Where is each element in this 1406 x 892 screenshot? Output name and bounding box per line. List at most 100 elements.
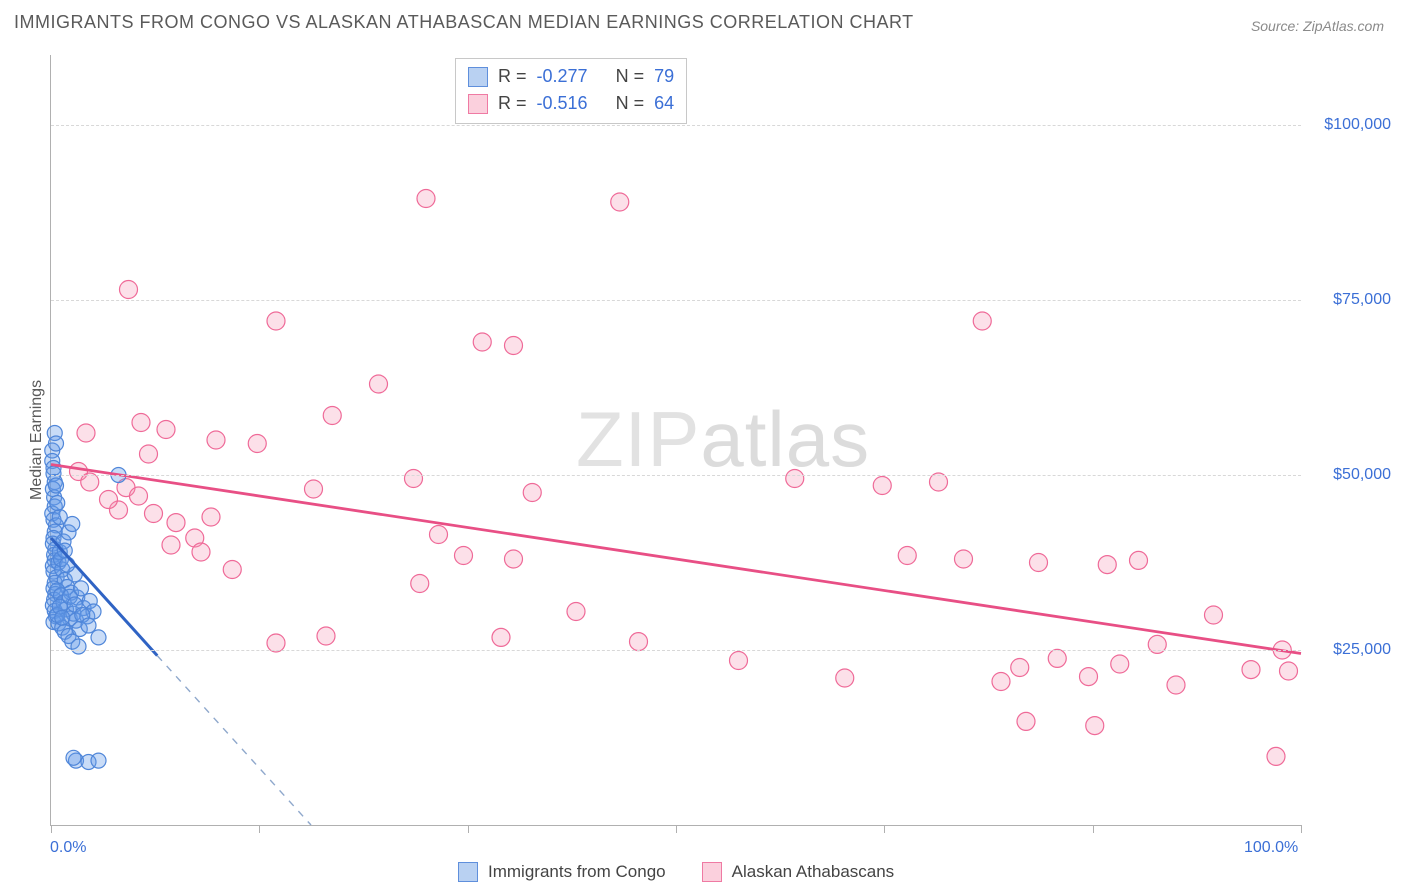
x-tick: [884, 825, 885, 833]
x-tick: [1301, 825, 1302, 833]
plot-svg: [51, 55, 1301, 825]
scatter-point-pink: [207, 431, 225, 449]
x-tick: [259, 825, 260, 833]
scatter-point-pink: [405, 470, 423, 488]
scatter-point-pink: [1242, 661, 1260, 679]
scatter-point-blue: [49, 436, 64, 451]
scatter-point-pink: [411, 575, 429, 593]
legend-n-value: 79: [654, 63, 674, 90]
gridline: [51, 475, 1301, 476]
scatter-point-pink: [492, 628, 510, 646]
scatter-point-blue: [55, 610, 70, 625]
scatter-point-pink: [955, 550, 973, 568]
scatter-point-pink: [1130, 551, 1148, 569]
source-attribution: Source: ZipAtlas.com: [1251, 18, 1384, 34]
scatter-point-blue: [50, 496, 65, 511]
legend-r-label: R =: [498, 90, 527, 117]
scatter-point-blue: [81, 618, 96, 633]
scatter-point-pink: [873, 477, 891, 495]
scatter-point-pink: [370, 375, 388, 393]
trendline-blue-extension: [157, 656, 311, 825]
scatter-point-pink: [505, 550, 523, 568]
scatter-point-pink: [455, 547, 473, 565]
scatter-point-pink: [267, 312, 285, 330]
scatter-point-pink: [898, 547, 916, 565]
legend-stats-box: R = -0.277 N = 79 R = -0.516 N = 64: [455, 58, 687, 124]
scatter-point-pink: [730, 652, 748, 670]
scatter-point-pink: [992, 673, 1010, 691]
scatter-point-pink: [1011, 659, 1029, 677]
gridline: [51, 125, 1301, 126]
scatter-point-pink: [973, 312, 991, 330]
legend-r-value: -0.516: [537, 90, 588, 117]
scatter-point-pink: [567, 603, 585, 621]
legend-swatch: [702, 862, 722, 882]
y-tick-label: $25,000: [1311, 641, 1391, 659]
x-label-min: 0.0%: [50, 839, 86, 857]
scatter-point-pink: [100, 491, 118, 509]
legend-label: Immigrants from Congo: [488, 862, 666, 882]
legend-n-label: N =: [616, 90, 645, 117]
legend-label: Alaskan Athabascans: [732, 862, 895, 882]
scatter-point-pink: [1048, 649, 1066, 667]
legend-stats-row: R = -0.277 N = 79: [468, 63, 674, 90]
y-tick-label: $75,000: [1311, 291, 1391, 309]
scatter-point-pink: [1267, 747, 1285, 765]
legend-bottom: Immigrants from Congo Alaskan Athabascans: [458, 862, 894, 882]
scatter-point-pink: [77, 424, 95, 442]
scatter-point-pink: [1098, 556, 1116, 574]
legend-r-value: -0.277: [537, 63, 588, 90]
scatter-point-pink: [611, 193, 629, 211]
scatter-point-pink: [836, 669, 854, 687]
scatter-point-pink: [1080, 668, 1098, 686]
legend-r-label: R =: [498, 63, 527, 90]
scatter-point-blue: [91, 630, 106, 645]
scatter-point-pink: [630, 633, 648, 651]
scatter-point-pink: [130, 487, 148, 505]
scatter-point-pink: [323, 407, 341, 425]
legend-item: Immigrants from Congo: [458, 862, 666, 882]
x-tick: [1093, 825, 1094, 833]
scatter-point-pink: [417, 190, 435, 208]
scatter-point-pink: [145, 505, 163, 523]
scatter-point-pink: [1030, 554, 1048, 572]
x-tick: [676, 825, 677, 833]
scatter-point-pink: [786, 470, 804, 488]
scatter-point-pink: [132, 414, 150, 432]
y-axis-title: Median Earnings: [28, 380, 46, 500]
scatter-point-pink: [505, 337, 523, 355]
scatter-point-blue: [91, 753, 106, 768]
chart-title: IMMIGRANTS FROM CONGO VS ALASKAN ATHABAS…: [14, 12, 914, 33]
scatter-point-pink: [202, 508, 220, 526]
legend-swatch: [468, 67, 488, 87]
scatter-point-pink: [1280, 662, 1298, 680]
scatter-point-pink: [162, 536, 180, 554]
gridline: [51, 300, 1301, 301]
gridline: [51, 650, 1301, 651]
scatter-point-pink: [317, 627, 335, 645]
scatter-point-blue: [65, 517, 80, 532]
scatter-point-pink: [157, 421, 175, 439]
legend-n-value: 64: [654, 90, 674, 117]
legend-n-label: N =: [616, 63, 645, 90]
scatter-point-pink: [473, 333, 491, 351]
legend-item: Alaskan Athabascans: [702, 862, 895, 882]
scatter-point-blue: [49, 478, 64, 493]
scatter-point-pink: [140, 445, 158, 463]
x-tick: [468, 825, 469, 833]
scatter-point-blue: [60, 557, 75, 572]
scatter-point-pink: [120, 281, 138, 299]
scatter-point-pink: [167, 514, 185, 532]
legend-swatch: [458, 862, 478, 882]
scatter-point-pink: [305, 480, 323, 498]
scatter-point-blue: [66, 750, 81, 765]
scatter-point-blue: [71, 639, 86, 654]
x-tick: [51, 825, 52, 833]
scatter-point-pink: [192, 543, 210, 561]
scatter-point-pink: [223, 561, 241, 579]
scatter-point-pink: [430, 526, 448, 544]
y-tick-label: $50,000: [1311, 466, 1391, 484]
scatter-point-pink: [1205, 606, 1223, 624]
plot-area: ZIPatlas $25,000$50,000$75,000$100,000: [50, 55, 1301, 826]
scatter-point-pink: [1086, 717, 1104, 735]
